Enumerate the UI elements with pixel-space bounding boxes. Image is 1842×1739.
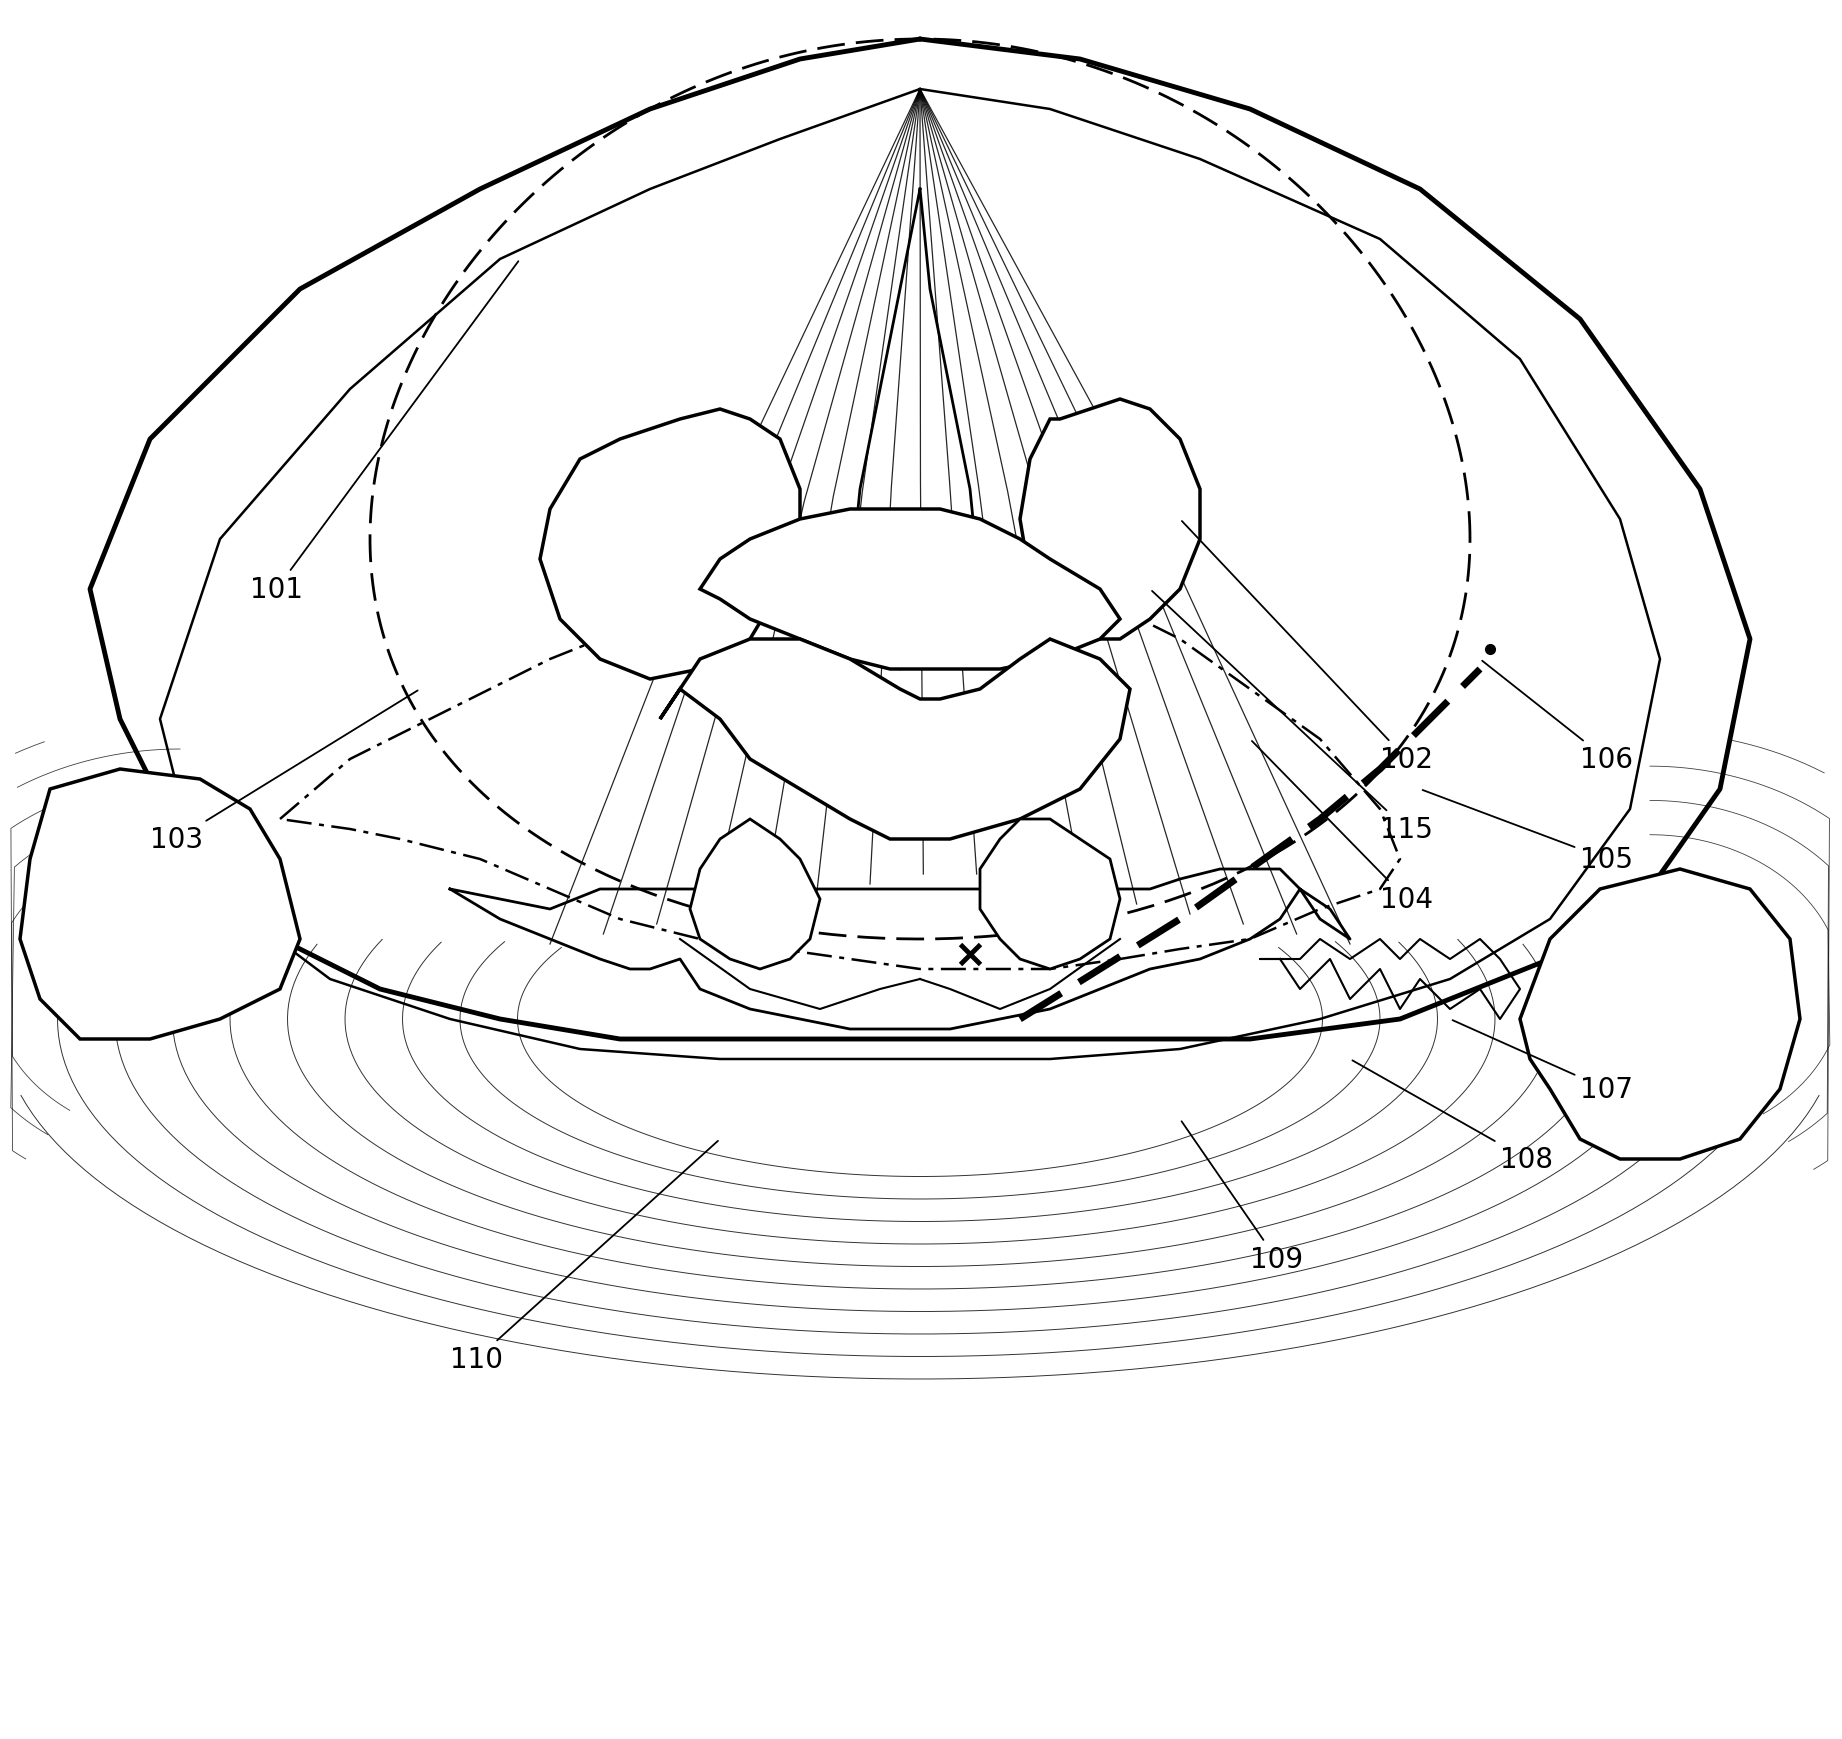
Text: 107: 107: [1453, 1021, 1634, 1103]
Text: 109: 109: [1181, 1122, 1302, 1273]
Polygon shape: [540, 410, 799, 680]
Text: 105: 105: [1422, 791, 1634, 873]
Text: 102: 102: [1183, 522, 1433, 774]
Text: 110: 110: [449, 1141, 718, 1374]
Polygon shape: [20, 770, 300, 1040]
Text: 103: 103: [149, 690, 418, 854]
Text: 108: 108: [1352, 1061, 1553, 1174]
Polygon shape: [1520, 870, 1800, 1160]
Polygon shape: [1020, 400, 1199, 640]
Text: 115: 115: [1151, 591, 1433, 843]
Polygon shape: [700, 510, 1120, 670]
Polygon shape: [659, 640, 1129, 840]
Text: 101: 101: [251, 263, 518, 603]
Text: 104: 104: [1253, 741, 1433, 913]
Polygon shape: [980, 819, 1120, 969]
Polygon shape: [691, 819, 820, 969]
Text: 106: 106: [1483, 661, 1634, 774]
